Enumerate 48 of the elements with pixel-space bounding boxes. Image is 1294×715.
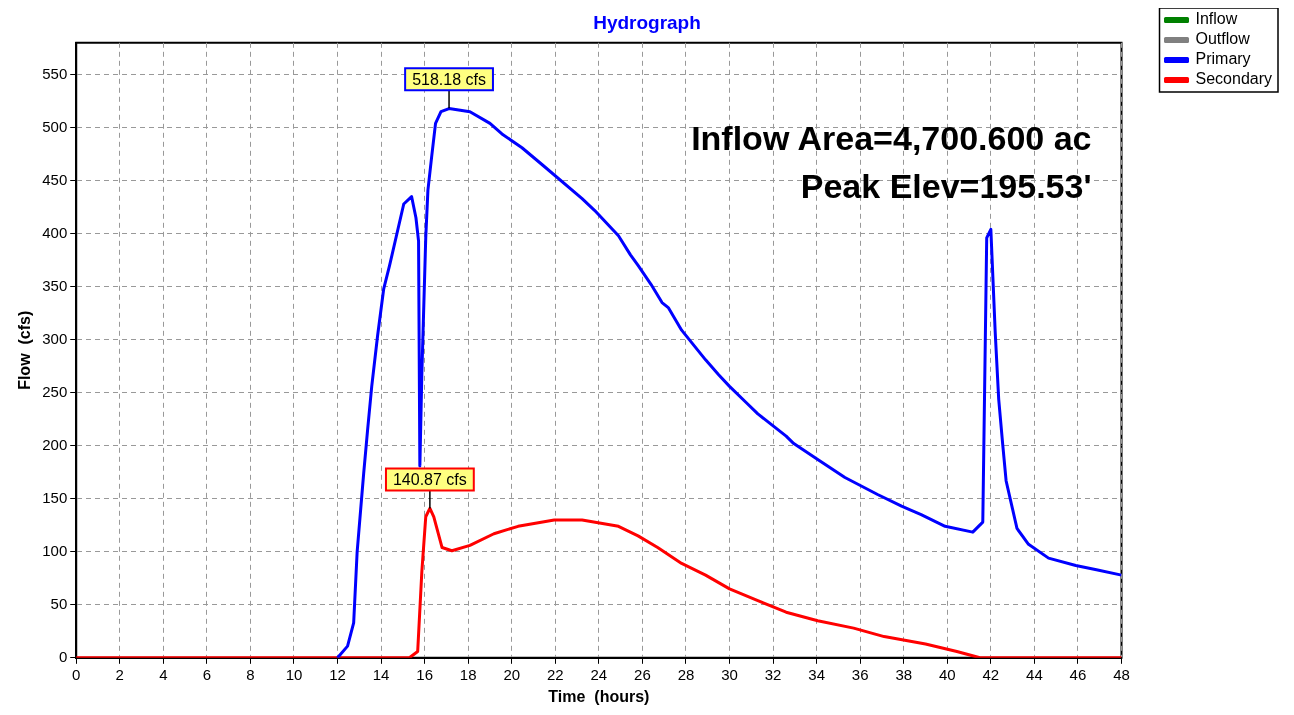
x-tick-label: 6 (202, 665, 212, 683)
y-tick-label: 0 (58, 647, 68, 665)
legend-label: Inflow (1195, 10, 1238, 28)
y-tick-label: 300 (42, 329, 68, 347)
x-tick-label: 26 (634, 665, 651, 683)
x-tick-label: 28 (677, 665, 695, 683)
x-tick-label: 16 (416, 665, 433, 683)
annotation: 140.87 cfs (392, 470, 467, 488)
x-tick-label: 8 (246, 665, 255, 683)
x-tick-label: 10 (285, 665, 303, 683)
x-tick-label: 48 (1113, 665, 1130, 683)
legend-label: Outflow (1195, 30, 1251, 48)
annotation: Peak Elev=195.53' (800, 167, 1092, 206)
x-tick-label: 4 (159, 665, 168, 683)
x-tick-label: 2 (115, 665, 124, 683)
x-tick-label: 40 (938, 665, 956, 683)
x-tick-label: 44 (1026, 665, 1043, 683)
y-tick-label: 100 (42, 541, 68, 559)
y-tick-label: 450 (42, 170, 68, 188)
annotation: Inflow Area=4,700.600 ac (691, 119, 1092, 158)
y-tick-label: 550 (42, 64, 68, 82)
x-tick-label: 46 (1069, 665, 1087, 683)
x-tick-label: 0 (72, 665, 81, 683)
y-tick-label: 400 (42, 223, 68, 241)
x-tick-label: 30 (721, 665, 738, 683)
y-axis-title: Flow (cfs) (16, 310, 34, 390)
x-tick-label: 20 (503, 665, 521, 683)
legend-label: Primary (1195, 50, 1251, 68)
y-tick-label: 200 (42, 435, 68, 453)
x-tick-label: 38 (895, 665, 913, 683)
x-tick-label: 34 (808, 665, 825, 683)
x-tick-label: 12 (329, 665, 346, 683)
x-tick-label: 22 (546, 665, 564, 683)
annotation: 518.18 cfs (412, 70, 486, 88)
legend-label: Secondary (1195, 70, 1273, 88)
x-axis-title: Time (hours) (548, 687, 650, 705)
y-tick-label: 50 (50, 594, 68, 612)
y-tick-label: 350 (42, 276, 68, 294)
chart-title: Hydrograph (593, 11, 701, 33)
y-tick-label: 150 (42, 488, 68, 506)
x-tick-label: 36 (851, 665, 869, 683)
x-tick-label: 24 (590, 665, 608, 683)
x-tick-label: 18 (459, 665, 477, 683)
x-tick-label: 42 (982, 665, 1000, 683)
x-tick-label: 14 (372, 665, 390, 683)
x-tick-label: 32 (764, 665, 782, 683)
y-tick-label: 500 (42, 117, 68, 135)
y-tick-label: 250 (42, 382, 68, 400)
